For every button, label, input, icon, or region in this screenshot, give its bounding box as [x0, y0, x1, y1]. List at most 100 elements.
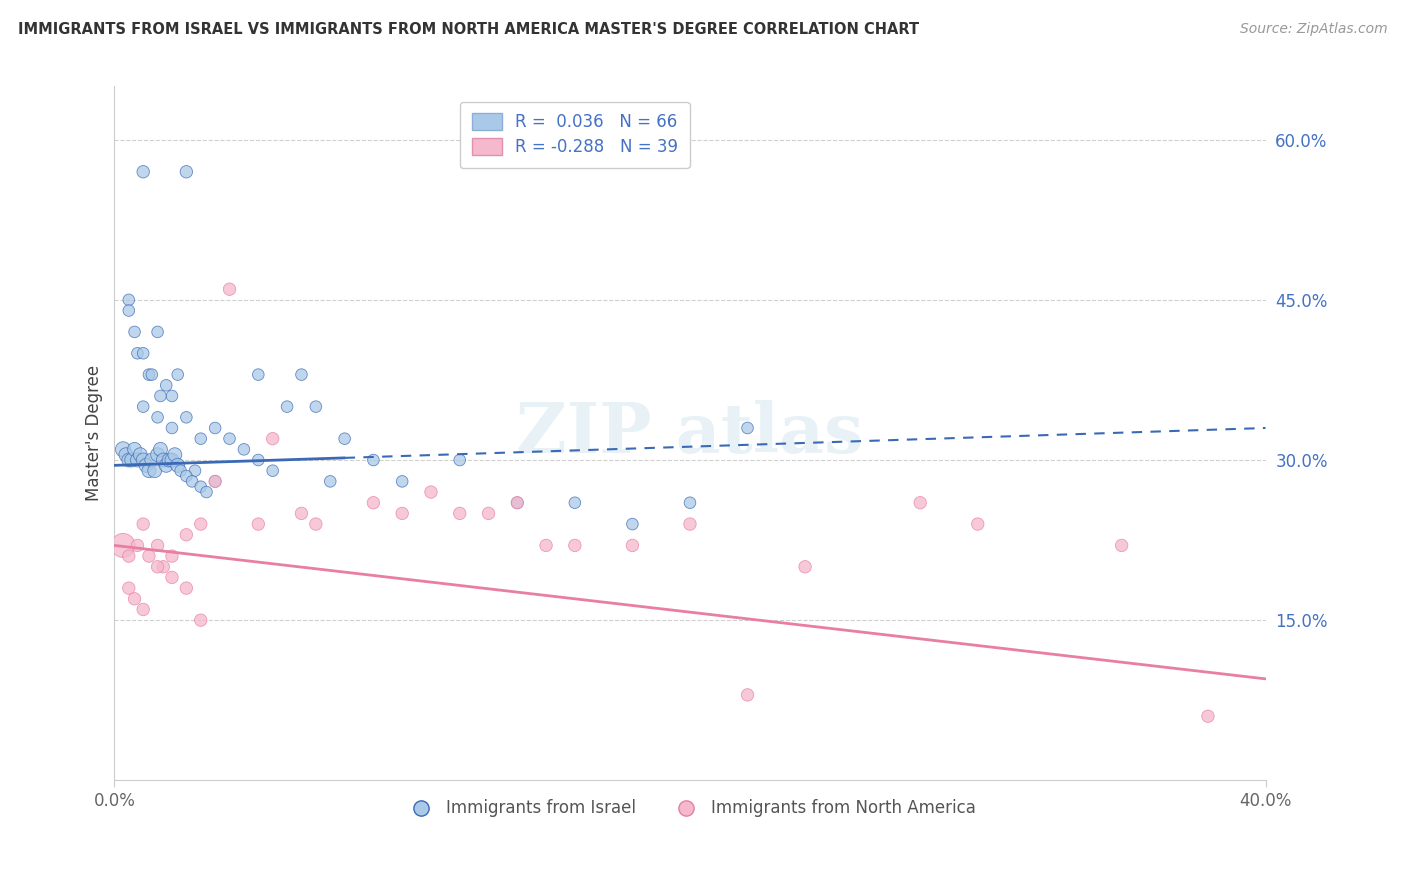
Point	[190, 480, 212, 494]
Point	[124, 325, 146, 339]
Point	[115, 448, 138, 462]
Point	[160, 421, 183, 435]
Text: ZIP atlas: ZIP atlas	[516, 400, 863, 467]
Point	[737, 421, 759, 435]
Point	[276, 400, 298, 414]
Point	[305, 400, 328, 414]
Point	[127, 453, 149, 467]
Legend: Immigrants from Israel, Immigrants from North America: Immigrants from Israel, Immigrants from …	[398, 793, 983, 824]
Point	[908, 496, 931, 510]
Point	[138, 368, 160, 382]
Point	[737, 688, 759, 702]
Point	[146, 559, 169, 574]
Point	[127, 346, 149, 360]
Point	[176, 165, 198, 179]
Point	[166, 368, 188, 382]
Point	[319, 475, 342, 489]
Point	[391, 475, 413, 489]
Point	[112, 538, 135, 552]
Point	[204, 421, 226, 435]
Point	[621, 538, 644, 552]
Point	[132, 346, 155, 360]
Point	[141, 368, 163, 382]
Point	[118, 581, 141, 595]
Point	[143, 464, 166, 478]
Point	[262, 432, 284, 446]
Point	[155, 458, 177, 473]
Point	[1197, 709, 1219, 723]
Point	[506, 496, 529, 510]
Point	[160, 549, 183, 563]
Point	[1111, 538, 1133, 552]
Point	[218, 432, 240, 446]
Point	[449, 507, 471, 521]
Point	[132, 165, 155, 179]
Point	[118, 453, 141, 467]
Point	[290, 368, 312, 382]
Point	[146, 325, 169, 339]
Point	[204, 475, 226, 489]
Point	[204, 475, 226, 489]
Point	[190, 517, 212, 532]
Point	[118, 549, 141, 563]
Point	[333, 432, 356, 446]
Point	[132, 453, 155, 467]
Text: Source: ZipAtlas.com: Source: ZipAtlas.com	[1240, 22, 1388, 37]
Point	[290, 507, 312, 521]
Point	[794, 559, 817, 574]
Point	[160, 453, 183, 467]
Point	[621, 517, 644, 532]
Point	[135, 458, 157, 473]
Point	[679, 496, 702, 510]
Point	[534, 538, 557, 552]
Point	[176, 410, 198, 425]
Point	[247, 453, 270, 467]
Point	[146, 538, 169, 552]
Point	[305, 517, 328, 532]
Point	[506, 496, 529, 510]
Point	[169, 464, 191, 478]
Point	[420, 485, 443, 500]
Point	[363, 496, 385, 510]
Point	[166, 458, 188, 473]
Point	[232, 442, 254, 457]
Point	[152, 559, 174, 574]
Point	[195, 485, 218, 500]
Point	[124, 591, 146, 606]
Point	[163, 448, 186, 462]
Point	[129, 448, 152, 462]
Point	[966, 517, 988, 532]
Point	[247, 368, 270, 382]
Point	[564, 496, 586, 510]
Y-axis label: Master's Degree: Master's Degree	[86, 365, 103, 501]
Point	[112, 442, 135, 457]
Point	[149, 389, 172, 403]
Point	[146, 448, 169, 462]
Point	[247, 517, 270, 532]
Point	[449, 453, 471, 467]
Point	[160, 389, 183, 403]
Point	[176, 469, 198, 483]
Point	[157, 453, 180, 467]
Point	[152, 453, 174, 467]
Point	[155, 378, 177, 392]
Point	[190, 432, 212, 446]
Point	[124, 442, 146, 457]
Point	[176, 581, 198, 595]
Point	[564, 538, 586, 552]
Point	[121, 453, 143, 467]
Point	[149, 442, 172, 457]
Point	[146, 410, 169, 425]
Point	[118, 293, 141, 307]
Point	[141, 453, 163, 467]
Point	[363, 453, 385, 467]
Point	[160, 453, 183, 467]
Text: IMMIGRANTS FROM ISRAEL VS IMMIGRANTS FROM NORTH AMERICA MASTER'S DEGREE CORRELAT: IMMIGRANTS FROM ISRAEL VS IMMIGRANTS FRO…	[18, 22, 920, 37]
Point	[391, 507, 413, 521]
Point	[190, 613, 212, 627]
Point	[132, 400, 155, 414]
Point	[679, 517, 702, 532]
Point	[118, 303, 141, 318]
Point	[176, 527, 198, 541]
Point	[138, 549, 160, 563]
